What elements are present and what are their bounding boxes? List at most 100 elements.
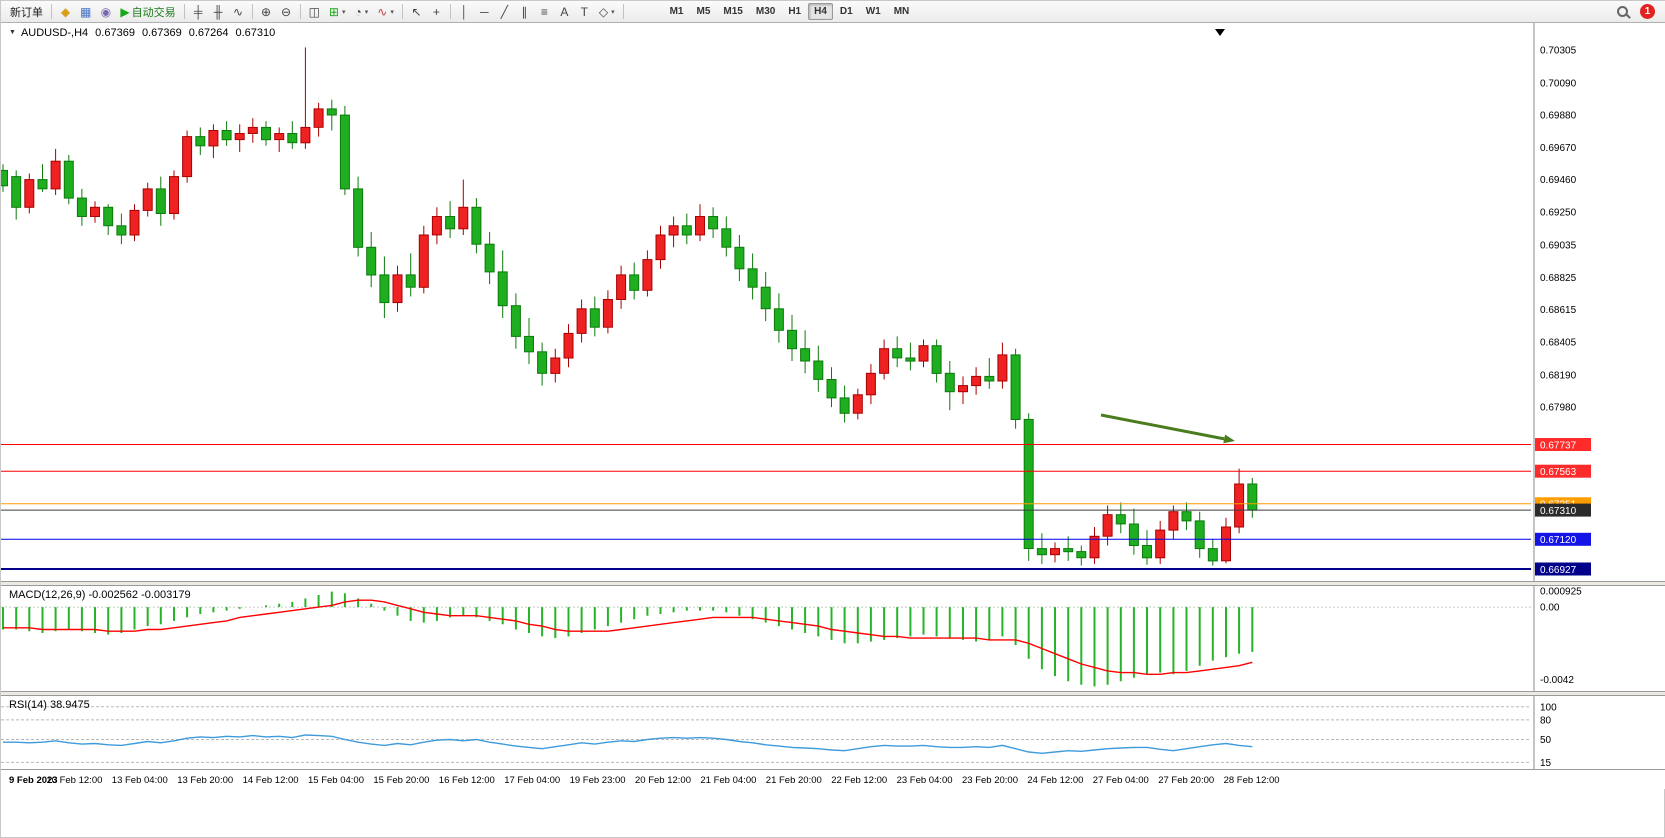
timeframe-m5-button[interactable]: M5 — [696, 6, 711, 17]
ohlc-close: 0.67310 — [235, 27, 276, 39]
chart-window[interactable]: 0.677370.675630.673510.673100.671200.669… — [1, 23, 1665, 789]
hline-price-tag-text: 0.67310 — [1540, 506, 1577, 517]
indicators-icon: ∿ — [377, 4, 388, 19]
shapes-tool-button[interactable]: ◇ ▾ — [595, 2, 619, 21]
search-icon[interactable] — [1617, 6, 1628, 17]
timeframe-mn-button[interactable]: MN — [893, 6, 910, 17]
cursor-icon: ↖ — [411, 4, 422, 19]
indicators-dropdown-icon: ▾ — [390, 8, 394, 16]
line-chart-mode-button[interactable]: ∿ — [229, 2, 248, 21]
svg-text:13 Feb 20:00: 13 Feb 20:00 — [177, 775, 233, 786]
svg-text:0.69460: 0.69460 — [1540, 175, 1577, 186]
timeframe-h1-button[interactable]: H1 — [788, 6, 802, 17]
cursor-button[interactable]: ↖ — [407, 2, 426, 21]
shift-end-marker[interactable] — [1215, 29, 1225, 36]
tile-windows-button[interactable]: ◫ — [305, 2, 324, 21]
candles-layer — [1, 47, 1258, 566]
new-order-label: 新订单 — [10, 6, 43, 19]
candlestick-mode-icon: ╫ — [213, 4, 223, 19]
periods-button[interactable]: ◔ ▾ — [351, 2, 373, 21]
navigator-button[interactable]: ◉ — [96, 2, 115, 21]
chart-title: ▼ AUDUSD-,H4 0.67369 0.67369 0.67264 0.67310 — [9, 27, 275, 39]
new-chart-button[interactable]: ⊞ ▾ — [325, 2, 350, 21]
horizontal-line-tool-icon: ─ — [480, 4, 489, 19]
hline-price-tag — [1535, 562, 1591, 576]
vertical-line-tool-icon: │ — [460, 4, 469, 19]
text-tool-button[interactable]: A — [555, 2, 574, 21]
auto-trading-icon: ▶ — [120, 4, 130, 19]
trendline-tool-button[interactable]: ╱ — [495, 2, 514, 21]
auto-trading-button[interactable]: ▶ 自动交易 — [116, 2, 179, 21]
vertical-line-tool-button[interactable]: │ — [455, 2, 474, 21]
ohlc-low: 0.67264 — [188, 27, 229, 39]
indicators-button[interactable]: ∿ ▾ — [373, 2, 398, 21]
svg-text:19 Feb 23:00: 19 Feb 23:00 — [570, 775, 626, 786]
hline-price-tag — [1535, 503, 1591, 517]
market-watch-button[interactable]: ◆ — [56, 2, 75, 21]
channel-tool-button[interactable]: ∥ — [515, 2, 534, 21]
hline-price-tag-text: 0.67737 — [1540, 440, 1577, 451]
macd-indicator-label: MACD(12,26,9) -0.002562 -0.003179 — [9, 589, 191, 601]
navigator-icon: ◉ — [100, 4, 112, 19]
hline-price-tag — [1535, 464, 1591, 478]
zoom-out-button[interactable]: ⊖ — [277, 2, 296, 21]
svg-text:50: 50 — [1540, 735, 1552, 746]
svg-text:21 Feb 20:00: 21 Feb 20:00 — [766, 775, 822, 786]
timeframe-m1-button[interactable]: M1 — [669, 6, 684, 17]
toolbar-separator — [299, 4, 301, 19]
svg-text:80: 80 — [1540, 715, 1552, 726]
periods-icon: ◔ — [354, 4, 362, 19]
toolbar-right: 1 — [1617, 4, 1661, 19]
notification-badge[interactable]: 1 — [1640, 4, 1655, 19]
zoom-in-button[interactable]: ⊕ — [257, 2, 276, 21]
label-tool-icon: T — [580, 4, 589, 19]
timeframe-d1-button[interactable]: D1 — [839, 6, 853, 17]
svg-text:9 Feb 2023: 9 Feb 2023 — [9, 775, 58, 786]
chart-symbol-period: AUDUSD-,H4 — [20, 27, 89, 39]
tile-windows-icon: ◫ — [308, 4, 320, 19]
svg-text:17 Feb 04:00: 17 Feb 04:00 — [504, 775, 560, 786]
price-axis[interactable]: 0.70305 0.70090 0.69880 0.69670 0.69460 0.692… — [1533, 23, 1582, 769]
new-order-button[interactable]: 新订单 — [6, 2, 47, 21]
hline-price-tag-text: 0.66927 — [1540, 565, 1577, 576]
trend-arrow-annotation[interactable] — [1100, 413, 1235, 444]
chart-canvas[interactable]: 0.677370.675630.673510.673100.671200.669… — [1, 23, 1665, 789]
periods-dropdown-icon: ▾ — [364, 8, 369, 16]
svg-text:20 Feb 12:00: 20 Feb 12:00 — [635, 775, 691, 786]
data-window-button[interactable]: ▦ — [76, 2, 95, 21]
timeframe-w1-button[interactable]: W1 — [865, 6, 881, 17]
fibonacci-tool-button[interactable]: ≡ — [535, 2, 554, 21]
bar-chart-mode-button[interactable]: ╪ — [189, 2, 208, 21]
svg-text:23 Feb 04:00: 23 Feb 04:00 — [897, 775, 953, 786]
svg-text:0.00: 0.00 — [1540, 603, 1560, 614]
hline-price-tag-text: 0.67563 — [1540, 467, 1577, 478]
svg-text:0.69250: 0.69250 — [1540, 207, 1577, 218]
fibonacci-tool-icon: ≡ — [540, 4, 548, 19]
toolbar-separator — [622, 4, 624, 19]
svg-text:15 Feb 20:00: 15 Feb 20:00 — [373, 775, 429, 786]
svg-text:15: 15 — [1540, 758, 1552, 769]
timeframe-m15-button[interactable]: M15 — [723, 6, 743, 17]
toolbar-separator — [51, 4, 52, 19]
svg-text:0.69035: 0.69035 — [1540, 241, 1577, 252]
horizontal-line-tool-button[interactable]: ─ — [475, 2, 494, 21]
svg-text:0.68405: 0.68405 — [1540, 337, 1577, 348]
timeframe-h4-button[interactable]: H4 — [808, 3, 833, 20]
rsi-indicator-label: RSI(14) 38.9475 — [9, 699, 90, 711]
candlestick-mode-button[interactable]: ╫ — [209, 2, 228, 21]
ohlc-high: 0.67369 — [141, 27, 182, 39]
svg-text:0.70305: 0.70305 — [1540, 45, 1577, 56]
label-tool-button[interactable]: T — [575, 2, 594, 21]
crosshair-button[interactable]: + — [427, 2, 446, 21]
line-chart-mode-icon: ∿ — [233, 4, 244, 19]
svg-text:13 Feb 04:00: 13 Feb 04:00 — [112, 775, 168, 786]
new-chart-dropdown-icon: ▾ — [341, 8, 346, 16]
timeframe-m30-button[interactable]: M30 — [755, 6, 776, 17]
chart-menu-icon[interactable]: ▼ — [9, 29, 16, 36]
toolbar-separator — [449, 4, 451, 19]
hlines-layer: 0.677370.675630.673510.673100.671200.669… — [1, 438, 1591, 576]
rsi-line — [3, 734, 1253, 755]
svg-text:0.67980: 0.67980 — [1540, 403, 1577, 414]
